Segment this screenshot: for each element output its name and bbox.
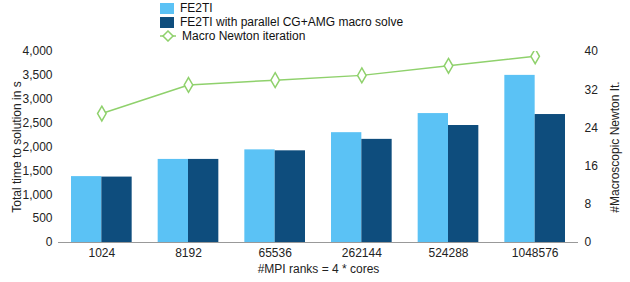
html-text:Macro Newton iteration: Macro Newton iteration (182, 29, 306, 43)
svg-text:524288: 524288 (428, 246, 468, 260)
svg-text:40: 40 (585, 44, 599, 58)
svg-text:16: 16 (585, 159, 599, 173)
svg-text:1048576: 1048576 (512, 246, 559, 260)
svg-text:#MPI ranks = 4 * cores: #MPI ranks = 4 * cores (258, 262, 380, 276)
svg-text:1024: 1024 (88, 246, 115, 260)
svg-text:262144: 262144 (342, 246, 382, 260)
svg-text:2,000: 2,000 (22, 140, 52, 154)
svg-text:#Macroscopic Newton It.: #Macroscopic Newton It. (608, 81, 622, 212)
svg-text:3,500: 3,500 (22, 68, 52, 82)
svg-text:8192: 8192 (175, 246, 202, 260)
svg-text:2,500: 2,500 (22, 116, 52, 130)
svg-text:32: 32 (585, 83, 599, 97)
svg-text:65536: 65536 (258, 246, 292, 260)
svg-text:0: 0 (585, 235, 592, 249)
svg-text:0: 0 (46, 235, 53, 249)
svg-text:8: 8 (585, 197, 592, 211)
html-text:FE2TI with parallel CG+AMG mac: FE2TI with parallel CG+AMG macro solve (180, 15, 404, 29)
svg-text:500: 500 (32, 211, 52, 225)
svg-text:24: 24 (585, 121, 599, 135)
html-text:FE2TI: FE2TI (180, 1, 213, 15)
svg-text:1,500: 1,500 (22, 164, 52, 178)
svg-text:4,000: 4,000 (22, 44, 52, 58)
svg-text:Total time to solution in s: Total time to solution in s (10, 81, 24, 212)
svg-text:1,000: 1,000 (22, 188, 52, 202)
svg-text:3,000: 3,000 (22, 92, 52, 106)
